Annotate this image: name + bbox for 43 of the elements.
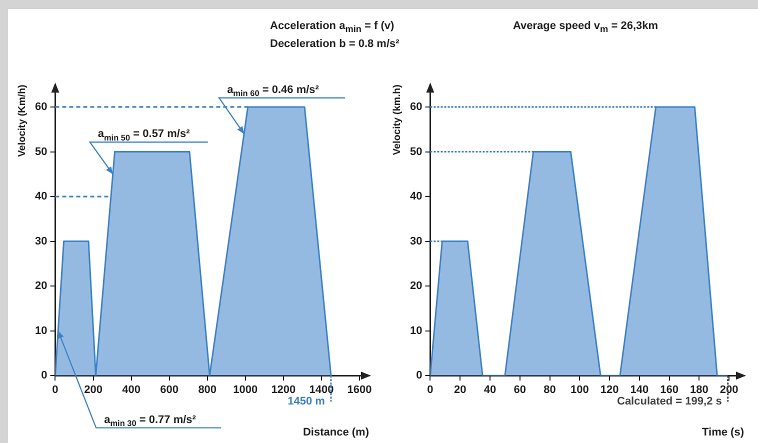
x-tick-label: 200	[720, 384, 738, 396]
x-tick-label: 40	[484, 384, 496, 396]
x-tick-label: 800	[198, 384, 217, 396]
x-tick-label: 160	[660, 384, 678, 396]
x-tick-label: 1600	[347, 384, 372, 396]
x-tick-label: 120	[600, 384, 619, 396]
y-tick-label: 50	[34, 146, 48, 158]
y-tick-label: 60	[410, 101, 422, 114]
y-tick-label: 40	[34, 190, 48, 203]
y-tick-label: 60	[34, 101, 48, 114]
text: Deceleration b = 0.8 m/s²	[270, 37, 400, 52]
ref-line-label: 1450 m	[288, 396, 326, 408]
x-axis-title: Distance (m)	[302, 426, 370, 438]
y-tick-label: 20	[410, 280, 422, 292]
y-tick-label: 10	[410, 324, 422, 337]
y-axis-title: Velocity (Km/h)	[16, 84, 28, 157]
x-axis-title: Time (s)	[702, 426, 744, 438]
x-tick-label: 0	[52, 384, 58, 396]
x-tick-label: 0	[427, 384, 434, 396]
y-tick-label: 0	[41, 370, 48, 382]
y-tick-label: 20	[34, 280, 48, 292]
text: Acceleration a$_{min}$ = f (v)	[270, 19, 396, 36]
x-tick-label: 20	[454, 384, 466, 396]
x-tick-label: 80	[544, 384, 556, 396]
y-tick-label: 40	[410, 190, 422, 203]
x-tick-label: 60	[514, 384, 526, 396]
x-tick-label: 1400	[309, 384, 334, 396]
text: Average speed v$_{m}$ = 26,3km	[513, 19, 658, 36]
x-tick-label: 180	[690, 384, 708, 396]
y-tick-label: 50	[410, 146, 422, 158]
x-tick-label: 1000	[233, 384, 258, 396]
y-axis-title: Velocity (km.h)	[392, 84, 403, 156]
x-tick-label: 600	[160, 384, 179, 396]
x-tick-label: 400	[122, 384, 140, 396]
y-tick-label: 10	[34, 324, 48, 337]
x-tick-label: 1200	[271, 384, 296, 396]
ref-line-label: Calculated = 199,2 s	[617, 396, 722, 408]
x-tick-label: 200	[84, 384, 102, 396]
x-tick-label: 100	[570, 384, 589, 396]
y-tick-label: 30	[34, 235, 48, 248]
y-tick-label: 30	[410, 235, 422, 248]
x-tick-label: 140	[630, 384, 649, 396]
y-tick-label: 0	[416, 370, 422, 382]
